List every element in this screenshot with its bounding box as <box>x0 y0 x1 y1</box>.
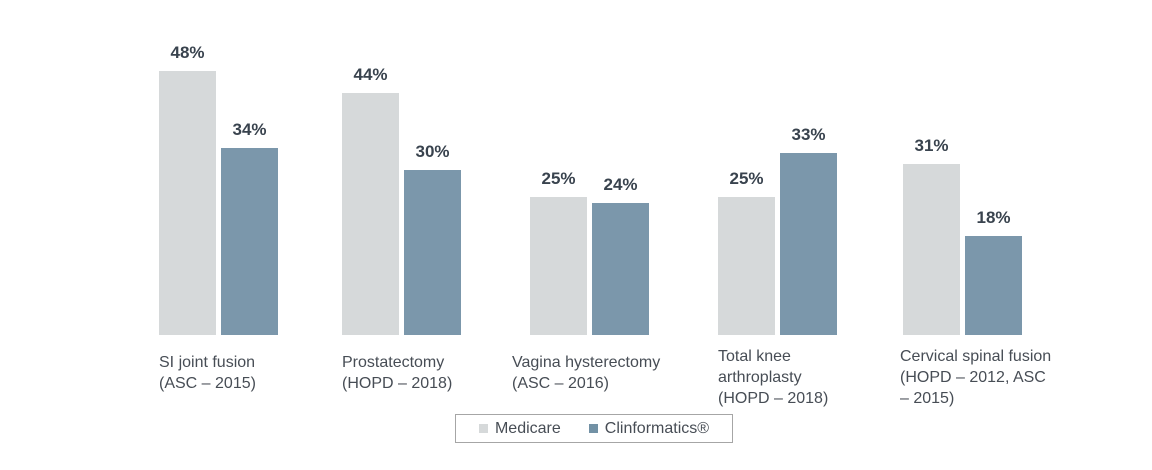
bar-value-medicare-0: 48% <box>170 43 205 62</box>
bar-clinformatics-3 <box>780 153 837 335</box>
clinformatics-swatch-icon <box>588 424 598 433</box>
bar-value-clinformatics-3: 33% <box>791 125 826 144</box>
bar-clinformatics-4 <box>965 236 1022 335</box>
medicare-swatch-icon <box>478 424 488 433</box>
category-label-1: Prostatectomy (HOPD – 2018) <box>342 354 453 392</box>
bar-medicare-0 <box>159 71 216 335</box>
category-label-3: Total knee arthroplasty (HOPD – 2018) <box>718 348 829 407</box>
category-label-4: Cervical spinal fusion (HOPD – 2012, ASC –… <box>900 348 1052 407</box>
bar-value-clinformatics-1: 30% <box>415 142 450 161</box>
bar-clinformatics-2 <box>592 203 649 335</box>
category-label-0: SI joint fusion (ASC – 2015) <box>159 354 256 392</box>
bar-value-clinformatics-4: 18% <box>976 208 1011 227</box>
bar-value-medicare-3: 25% <box>729 169 764 188</box>
legend-item-medicare: Medicare <box>478 419 561 438</box>
bar-value-medicare-4: 31% <box>914 136 949 155</box>
legend-item-clinformatics: Clinformatics® <box>588 419 710 438</box>
bar-value-medicare-2: 25% <box>541 169 576 188</box>
bar-medicare-4 <box>903 164 960 335</box>
bar-medicare-3 <box>718 197 775 335</box>
bar-medicare-2 <box>530 197 587 335</box>
bar-clinformatics-1 <box>404 170 461 335</box>
bar-value-medicare-1: 44% <box>353 65 388 84</box>
legend-label-medicare: Medicare <box>494 419 561 437</box>
bar-value-clinformatics-2: 24% <box>603 175 638 194</box>
bar-value-clinformatics-0: 34% <box>232 120 267 139</box>
category-label-2: Vagina hysterectomy (ASC – 2016) <box>512 354 661 392</box>
bar-clinformatics-0 <box>221 148 278 335</box>
legend: Medicare Clinformatics® <box>455 414 733 443</box>
bar-medicare-1 <box>342 93 399 335</box>
legend-label-clinformatics: Clinformatics® <box>604 419 710 437</box>
